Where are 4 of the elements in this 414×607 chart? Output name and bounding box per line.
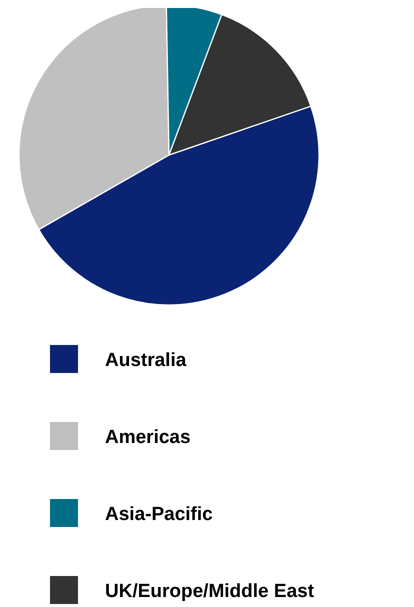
legend-label: Australia: [105, 350, 187, 371]
legend-label: Asia-Pacific: [105, 504, 214, 525]
legend-label: Americas: [105, 427, 191, 448]
legend-label: UK/Europe/Middle East: [105, 581, 315, 602]
